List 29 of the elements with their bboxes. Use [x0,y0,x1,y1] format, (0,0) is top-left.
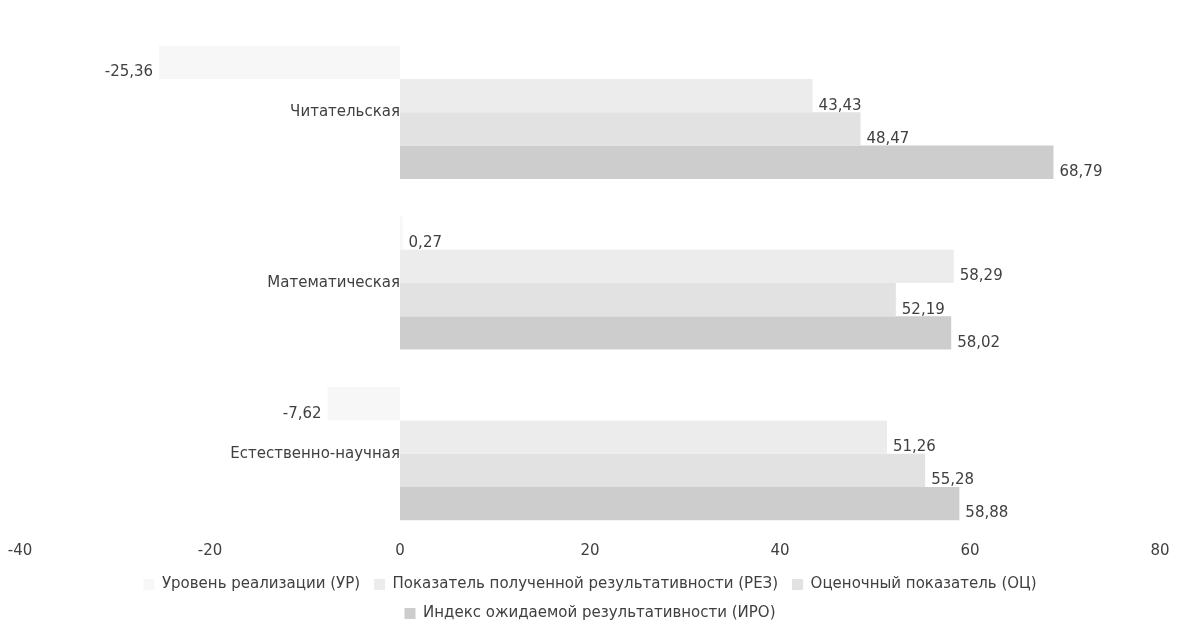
legend-label: Оценочный показатель (ОЦ) [810,574,1037,593]
x-tick-label: 80 [1150,540,1170,559]
legend-label: Показатель полученной результативности (РЕЗ) [392,574,779,593]
data-label: -25,36 [104,62,154,81]
data-label: 68,79 [1059,162,1103,181]
data-label: 52,19 [901,299,945,318]
x-tick-label: 40 [770,540,790,559]
bar [400,316,952,350]
y-tick-label: Математическая [267,272,400,291]
x-tick-label: 20 [580,540,600,559]
data-label: 43,43 [818,95,862,114]
y-tick-label: Читательская [290,102,400,121]
legend-label: Уровень реализации (УР) [161,574,361,593]
legend-label: Индекс ожидаемой результативности (ИРО) [423,603,776,622]
data-label: 48,47 [866,128,910,147]
data-label: 58,02 [957,332,1001,351]
data-label: -7,62 [282,403,322,422]
data-label: 51,26 [892,436,936,455]
x-tick-label: 0 [395,540,405,559]
x-tick-label: -40 [7,540,33,559]
x-tick-label: -20 [197,540,223,559]
data-label: 55,28 [931,470,975,489]
bar [400,145,1054,179]
data-label: 0,27 [408,232,442,251]
x-tick-label: 60 [960,540,980,559]
data-label: 58,29 [959,266,1003,285]
y-tick-label: Естественно-научная [230,443,400,462]
bar [400,486,960,521]
data-label: 58,88 [965,503,1009,522]
